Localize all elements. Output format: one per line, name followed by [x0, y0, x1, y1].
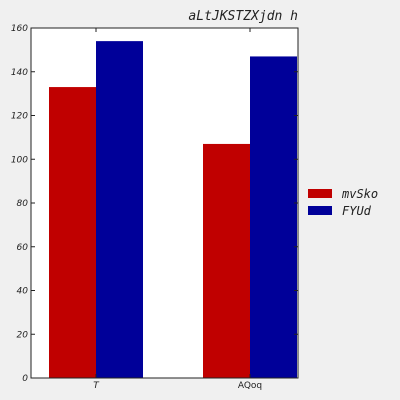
legend-swatch-FYUd	[308, 206, 332, 215]
y-tick-label-80: 80	[17, 199, 29, 209]
y-tick-label-120: 120	[11, 112, 28, 122]
legend: mvSko FYUd	[308, 187, 378, 218]
bar-mvSko-AQoq	[203, 143, 250, 378]
legend-label-FYUd: FYUd	[342, 204, 372, 218]
chart-title: aLtJKSTZXjdn h	[188, 9, 298, 24]
legend-swatch-mvSko	[308, 189, 332, 198]
y-tick-label-20: 20	[17, 330, 29, 340]
x-tick-label-AQoq: AQoq	[238, 381, 262, 391]
x-tick-label-T: T	[93, 381, 100, 391]
y-tick-label-160: 160	[11, 24, 28, 34]
y-tick-label-100: 100	[11, 155, 28, 165]
y-tick-label-40: 40	[17, 287, 29, 297]
bars-layer	[49, 41, 297, 378]
bar-FYUd-AQoq	[250, 56, 297, 378]
bar-mvSko-T	[49, 87, 96, 378]
y-tick-label-140: 140	[11, 68, 28, 78]
y-axis: 0 20 40 60 80 100 120 140 160	[11, 24, 298, 384]
x-axis: T AQoq	[93, 28, 262, 391]
legend-label-mvSko: mvSko	[341, 187, 378, 201]
y-tick-label-0: 0	[22, 374, 28, 384]
bar-FYUd-T	[96, 41, 143, 378]
y-tick-label-60: 60	[17, 243, 29, 253]
